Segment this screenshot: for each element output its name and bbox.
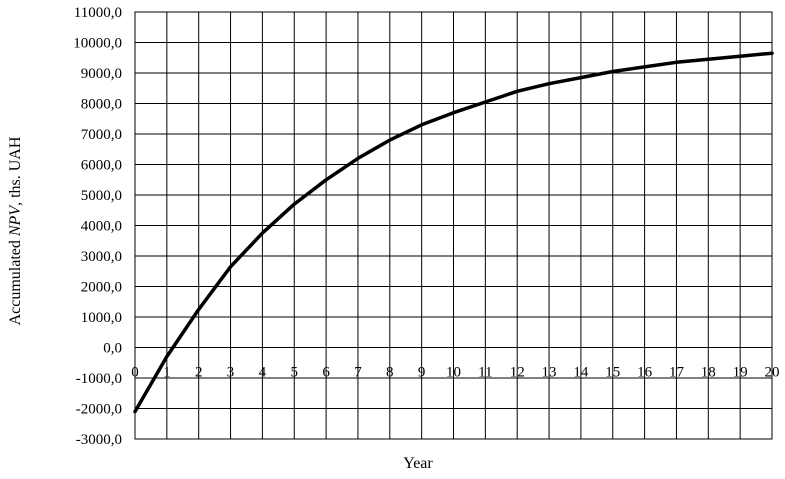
x-tick-label-15: 15 [605, 365, 620, 381]
x-tick-label-16: 16 [637, 365, 653, 381]
x-tick-label-19: 19 [733, 365, 748, 381]
y-tick-label-4: 1000,0 [81, 310, 122, 326]
x-tick-label-7: 7 [354, 365, 362, 381]
x-tick-label-18: 18 [701, 365, 716, 381]
grid-lines [134, 11, 773, 440]
y-tick-label-7: 4000,0 [81, 219, 122, 235]
x-tick-label-13: 13 [542, 365, 557, 381]
y-tick-label-2: -1000,0 [76, 371, 122, 387]
x-tick-label-6: 6 [322, 365, 330, 381]
x-tick-label-17: 17 [669, 365, 685, 381]
x-tick-label-3: 3 [227, 365, 235, 381]
y-tick-label-5: 2000,0 [81, 280, 122, 296]
y-tick-label-0: -3000,0 [76, 432, 122, 448]
y-tick-label-10: 7000,0 [81, 127, 122, 143]
y-tick-label-12: 9000,0 [81, 66, 122, 82]
y-tick-label-8: 5000,0 [81, 188, 122, 204]
y-tick-label-1: -2000,0 [76, 402, 122, 418]
x-tick-label-11: 11 [478, 365, 492, 381]
y-axis-label: Accumulated NPV, ths. UAH [7, 136, 24, 325]
plot-frame [134, 11, 773, 440]
x-tick-label-2: 2 [195, 365, 203, 381]
y-axis-label-suffix: , ths. UAH [7, 136, 24, 206]
x-tick-label-12: 12 [510, 365, 525, 381]
x-tick-label-4: 4 [259, 365, 267, 381]
y-axis-label-prefix: Accumulated [7, 236, 24, 325]
y-tick-label-6: 3000,0 [81, 249, 122, 265]
y-axis-label-npv: NPV [7, 204, 24, 237]
y-tick-label-14: 11000,0 [74, 5, 122, 21]
x-tick-label-10: 10 [446, 365, 461, 381]
series-line [133, 51, 774, 414]
y-tick-label-9: 6000,0 [81, 158, 122, 174]
y-tick-label-11: 8000,0 [81, 97, 122, 113]
x-tick-labels: 0 1 2 3 4 5 6 7 8 9 10 11 12 13 14 15 16 17 18 19 20 [131, 365, 779, 381]
x-tick-label-1: 1 [163, 365, 171, 381]
x-tick-label-0: 0 [131, 365, 139, 381]
x-axis-label: Year [403, 455, 433, 472]
y-tick-label-13: 10000,0 [73, 36, 122, 52]
x-tick-label-5: 5 [291, 365, 299, 381]
x-tick-label-14: 14 [573, 365, 589, 381]
x-tick-label-8: 8 [386, 365, 394, 381]
y-tick-label-3: 0,0 [103, 341, 122, 357]
x-tick-label-20: 20 [765, 365, 780, 381]
x-tick-label-9: 9 [418, 365, 426, 381]
y-tick-labels: -3000,0 -2000,0 -1000,0 0,0 1000,0 2000,0 3000… [73, 5, 122, 448]
